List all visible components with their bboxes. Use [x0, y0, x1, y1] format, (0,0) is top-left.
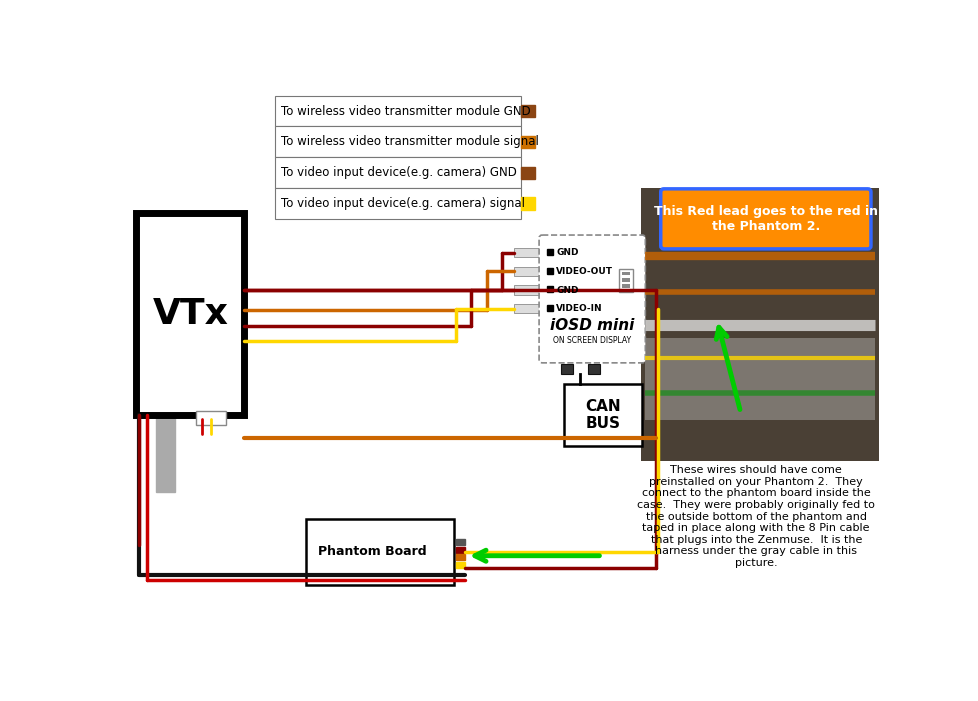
- Bar: [275, 188, 521, 219]
- Bar: [456, 554, 465, 560]
- Text: To video input device(e.g. camera) GND: To video input device(e.g. camera) GND: [281, 166, 516, 179]
- Text: Phantom Board: Phantom Board: [318, 545, 426, 559]
- Text: VTx: VTx: [153, 297, 228, 332]
- Bar: [618, 268, 633, 292]
- Bar: [547, 249, 553, 255]
- Bar: [196, 411, 226, 426]
- Bar: [156, 415, 175, 492]
- Bar: [521, 105, 535, 117]
- FancyBboxPatch shape: [539, 235, 645, 363]
- Bar: [456, 539, 465, 545]
- Bar: [547, 305, 553, 311]
- Bar: [513, 285, 544, 294]
- Bar: [644, 339, 874, 421]
- Bar: [456, 562, 465, 568]
- Bar: [560, 364, 573, 374]
- Text: To video input device(e.g. camera) signal: To video input device(e.g. camera) signa…: [281, 197, 524, 210]
- Text: These wires should have come
preinstalled on your Phantom 2.  They
connect to th: These wires should have come preinstalle…: [637, 465, 874, 568]
- Bar: [622, 284, 629, 288]
- Bar: [547, 268, 553, 273]
- Bar: [136, 214, 244, 415]
- Bar: [275, 157, 521, 188]
- Bar: [305, 519, 454, 585]
- Bar: [547, 286, 553, 292]
- Bar: [640, 188, 878, 461]
- Text: VIDEO-OUT: VIDEO-OUT: [556, 267, 612, 276]
- Text: CAN
BUS: CAN BUS: [585, 399, 620, 431]
- Text: iOSD mini: iOSD mini: [550, 318, 634, 333]
- Text: To wireless video transmitter module GND: To wireless video transmitter module GND: [281, 104, 530, 118]
- Text: GND: GND: [556, 285, 578, 294]
- Bar: [521, 136, 535, 148]
- Text: To wireless video transmitter module signal: To wireless video transmitter module sig…: [281, 135, 539, 149]
- Bar: [588, 364, 600, 374]
- Bar: [275, 95, 521, 126]
- Text: ON SCREEN DISPLAY: ON SCREEN DISPLAY: [553, 336, 631, 345]
- Bar: [513, 267, 544, 276]
- FancyBboxPatch shape: [660, 189, 870, 249]
- Bar: [275, 126, 521, 157]
- Bar: [521, 167, 535, 179]
- Bar: [622, 278, 629, 282]
- Bar: [622, 271, 629, 275]
- Text: GND: GND: [556, 248, 578, 257]
- Bar: [563, 384, 642, 446]
- Bar: [521, 197, 535, 210]
- Bar: [456, 547, 465, 552]
- Text: VIDEO-IN: VIDEO-IN: [556, 304, 602, 313]
- Bar: [513, 304, 544, 313]
- Bar: [513, 248, 544, 257]
- Text: This Red lead goes to the red in
the Phantom 2.: This Red lead goes to the red in the Pha…: [653, 205, 877, 233]
